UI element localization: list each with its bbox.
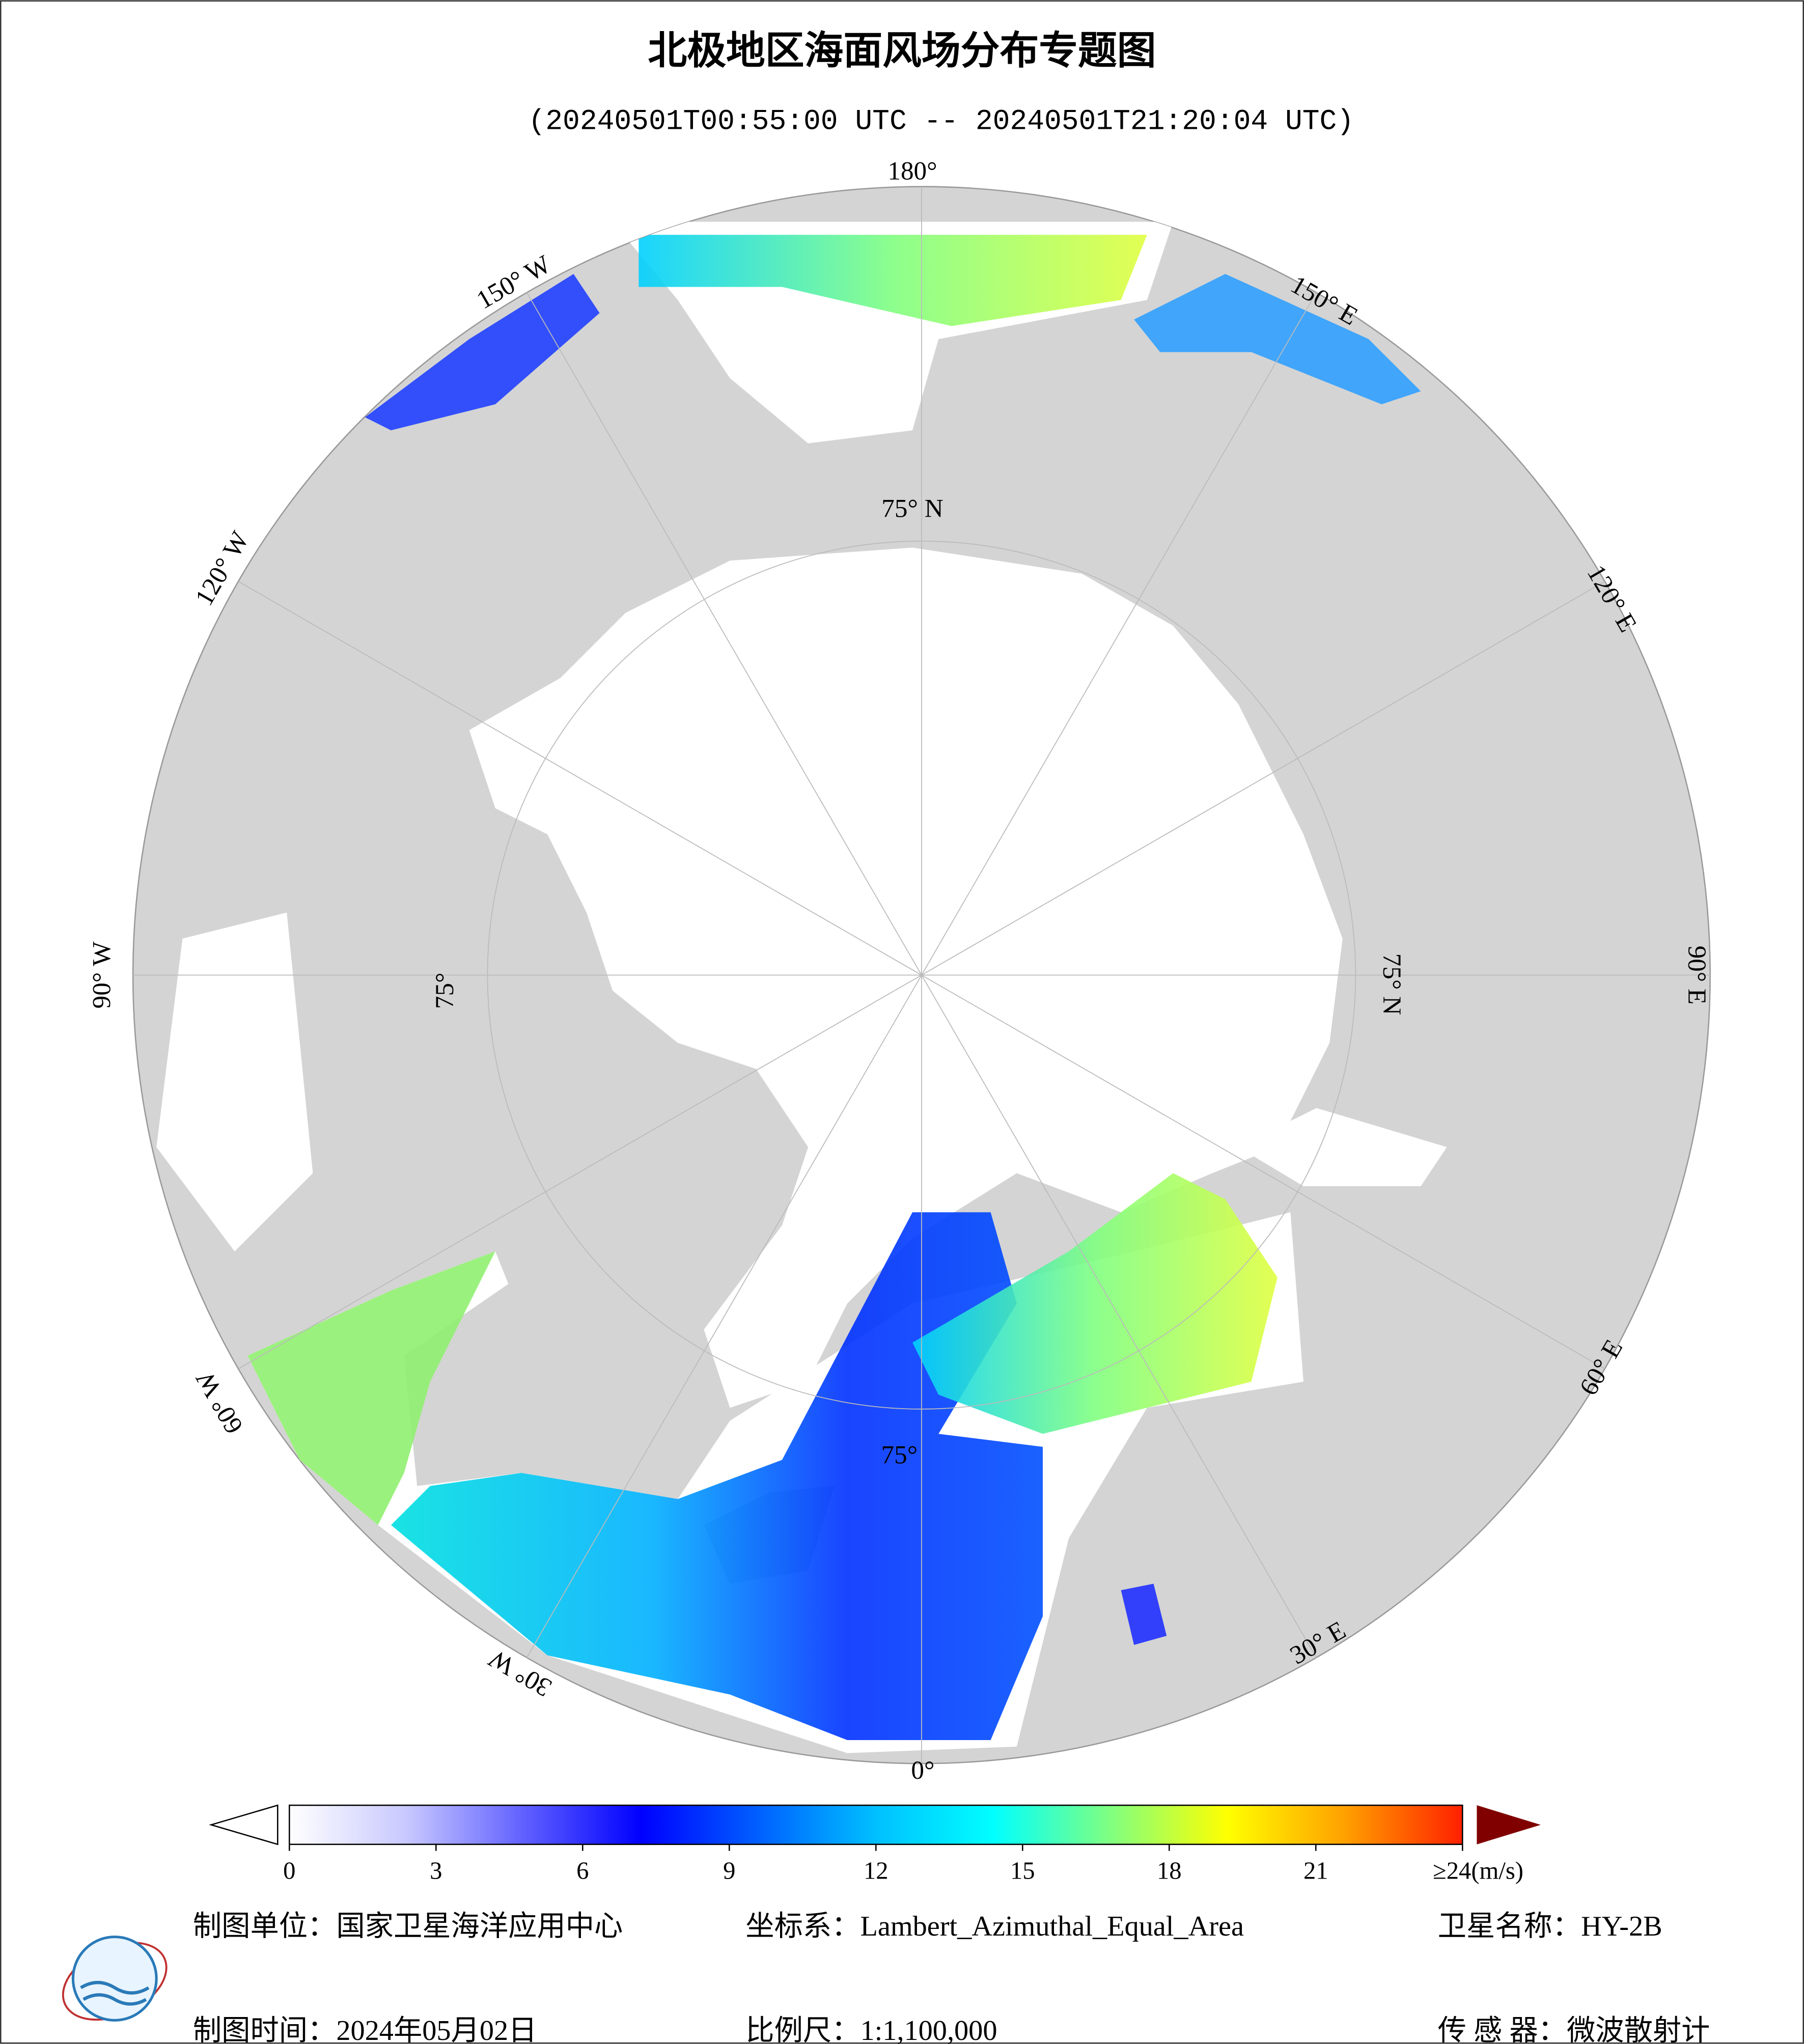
footer-item: 制图时间：2024年05月02日 (193, 2015, 537, 2044)
colorbar-tick-label: 18 (1157, 1857, 1182, 1884)
colorbar-tick-label: 3 (430, 1857, 442, 1884)
colorbar-tick-label: 12 (864, 1857, 889, 1884)
footer-item: 坐标系：Lambert_Azimuthal_Equal_Area (745, 1911, 1244, 1942)
latitude-label: 75° (881, 1440, 918, 1469)
colorbar-tick-label: 0 (283, 1857, 295, 1884)
longitude-label: 90° E (1682, 945, 1711, 1004)
colorbar: 0 3 6 9 12 15 18 21 ≥24(m/s) (209, 1804, 1541, 1884)
colorbar-tick-label: 15 (1010, 1857, 1035, 1884)
colorbar-tick-label: 21 (1303, 1857, 1328, 1884)
graticule (133, 186, 1710, 1764)
colorbar-over (1477, 1805, 1541, 1844)
longitude-label: 180° (887, 157, 937, 186)
longitude-label: 0° (911, 1756, 934, 1785)
longitude-label: 90° W (88, 941, 117, 1009)
colorbar-under (209, 1804, 279, 1845)
colorbar-tick-label: 6 (576, 1857, 589, 1884)
wind-swaths (247, 235, 1421, 1741)
colorbar-tick-label: 9 (723, 1857, 735, 1884)
footer-item: 制图单位：国家卫星海洋应用中心 (193, 1911, 623, 1942)
logo (62, 1936, 168, 2022)
footer-item: 传 感 器：微波散射计 (1438, 2015, 1710, 2044)
title: 北极地区海面风场分布专题图 (648, 30, 1156, 73)
colorbar-tick-label: ≥24(m/s) (1433, 1857, 1523, 1884)
footer: 制图单位：国家卫星海洋应用中心 坐标系：Lambert_Azimuthal_Equ… (193, 1911, 1710, 2044)
subtitle: (20240501T00:55:00 UTC -- 20240501T21:20… (528, 105, 1354, 137)
colorbar-body (289, 1804, 1463, 1845)
latitude-label: 75° N (1377, 954, 1406, 1015)
footer-item: 卫星名称：HY-2B (1438, 1911, 1662, 1942)
footer-item: 比例尺：1:1,100,000 (745, 2015, 997, 2044)
latitude-label: 75° (430, 972, 459, 1009)
latitude-label: 75° N (881, 494, 943, 523)
map (132, 186, 1711, 1765)
